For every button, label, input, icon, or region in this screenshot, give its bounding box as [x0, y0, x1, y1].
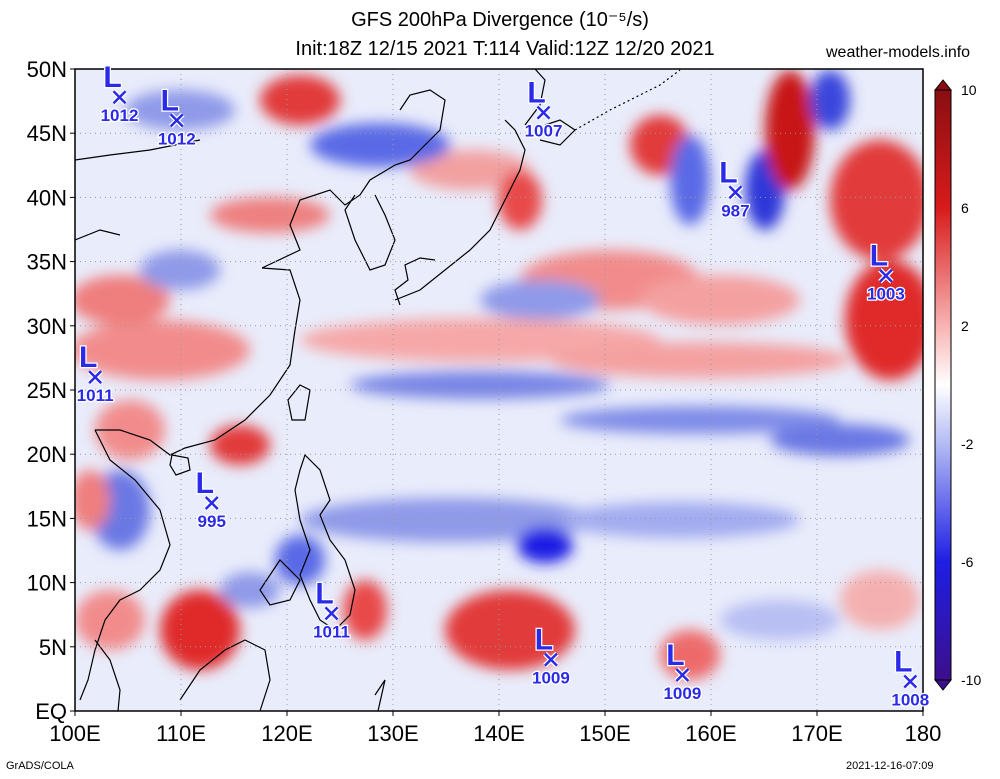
lat-tick-label: 45N — [27, 121, 67, 146]
graticule — [75, 69, 923, 711]
low-center-mark — [903, 674, 918, 689]
low-pressure-center: L 1012 — [99, 60, 139, 127]
low-pressure-value: 1011 — [313, 622, 350, 641]
colorbar: 10 6 2 -2 -6 -10 — [933, 79, 981, 691]
lat-tick-label: 50N — [27, 57, 67, 82]
longitude-axis: 100E 110E 120E 130E 140E 150E 160E 170E 180 — [49, 711, 941, 746]
low-letter: L — [161, 84, 179, 117]
low-letter: L — [666, 639, 684, 672]
lat-tick-label: 40N — [27, 185, 67, 210]
low-pressure-value: 1012 — [158, 129, 196, 148]
low-pressure-value: 1009 — [532, 669, 570, 688]
low-center-mark — [112, 90, 127, 105]
divergence-field — [75, 69, 923, 711]
low-center-mark — [204, 496, 219, 510]
lat-tick-label: 10N — [27, 571, 67, 596]
low-letter: L — [527, 77, 545, 110]
lat-tick-label: EQ — [35, 699, 67, 724]
colorbar-tick-label: -10 — [961, 672, 981, 688]
site-credit: weather-models.info — [826, 44, 971, 61]
low-pressure-center: L 1009 — [662, 638, 702, 705]
low-pressure-center: L 1011 — [312, 576, 351, 643]
low-letter: L — [870, 240, 888, 273]
low-pressure-center: L 987 — [718, 155, 751, 222]
lat-tick-label: 30N — [27, 314, 67, 339]
low-pressure-value: 1012 — [101, 106, 139, 125]
low-letter: L — [315, 577, 333, 610]
map-subtitle: Init:18Z 12/15 2021 T:114 Valid:12Z 12/2… — [295, 38, 715, 60]
low-pressure-value: 987 — [721, 201, 749, 220]
lat-tick-label: 15N — [27, 506, 67, 531]
low-center-mark — [879, 268, 893, 283]
low-center-mark — [536, 105, 551, 120]
low-center-mark — [324, 606, 339, 621]
low-letter: L — [894, 645, 912, 678]
colorbar-tick-label: -6 — [961, 554, 974, 570]
lon-tick-label: 170E — [791, 721, 842, 746]
low-pressure-value: 995 — [198, 512, 226, 531]
low-center-mark — [88, 370, 103, 385]
low-center-mark — [169, 113, 184, 128]
low-letter: L — [719, 156, 737, 189]
low-pressure-center: L 1012 — [157, 83, 197, 150]
lon-tick-label: 140E — [473, 721, 524, 746]
lat-tick-label: 5N — [39, 635, 67, 660]
low-pressure-center: L 1003 — [866, 238, 906, 305]
lon-tick-label: 180 — [905, 721, 942, 746]
colorbar-tick-label: -2 — [961, 436, 974, 452]
lon-tick-label: 130E — [367, 721, 418, 746]
footer-timestamp: 2021-12-16-07:09 — [846, 760, 934, 772]
low-pressure-value: 1007 — [525, 122, 563, 141]
colorbar-tick-label: 10 — [961, 82, 977, 98]
map-title: GFS 200hPa Divergence (10⁻⁵/s) — [351, 9, 649, 31]
low-pressure-center: L 995 — [194, 466, 227, 533]
low-letter: L — [535, 624, 553, 657]
lon-tick-label: 110E — [156, 721, 206, 746]
low-pressure-center: L 1007 — [523, 75, 563, 142]
low-pressure-value: 1009 — [663, 684, 701, 703]
low-pressure-markers: L 1012 L 1012 L 1007 L 987 L 1003 L 1011 L 995 L 1011 L 1… — [75, 60, 930, 711]
low-center-mark — [728, 185, 743, 200]
colorbar-tick-label: 2 — [961, 318, 969, 334]
low-letter: L — [79, 341, 97, 374]
lat-tick-label: 25N — [27, 378, 67, 403]
coastlines — [75, 69, 681, 711]
low-letter: L — [196, 467, 214, 500]
low-pressure-value: 1011 — [77, 386, 114, 405]
low-pressure-value: 1003 — [867, 285, 905, 304]
lat-tick-label: 35N — [27, 250, 67, 275]
low-center-mark — [544, 652, 558, 667]
lon-tick-label: 160E — [685, 721, 736, 746]
lat-tick-label: 20N — [27, 442, 67, 467]
low-pressure-value: 1008 — [891, 690, 929, 709]
low-pressure-center: L 1009 — [531, 622, 571, 689]
latitude-axis: 50N 45N 40N 35N 30N 25N 20N 15N 10N 5N EQ — [27, 57, 75, 724]
lon-tick-label: 150E — [579, 721, 630, 746]
colorbar-tick-label: 6 — [961, 200, 969, 216]
low-pressure-center: L 1008 — [890, 644, 930, 711]
low-center-mark — [675, 668, 690, 682]
low-pressure-center: L 1011 — [75, 340, 114, 407]
low-letter: L — [103, 61, 121, 94]
footer-credit: GrADS/COLA — [6, 760, 74, 772]
lon-tick-label: 120E — [261, 721, 312, 746]
lon-tick-label: 100E — [49, 721, 100, 746]
